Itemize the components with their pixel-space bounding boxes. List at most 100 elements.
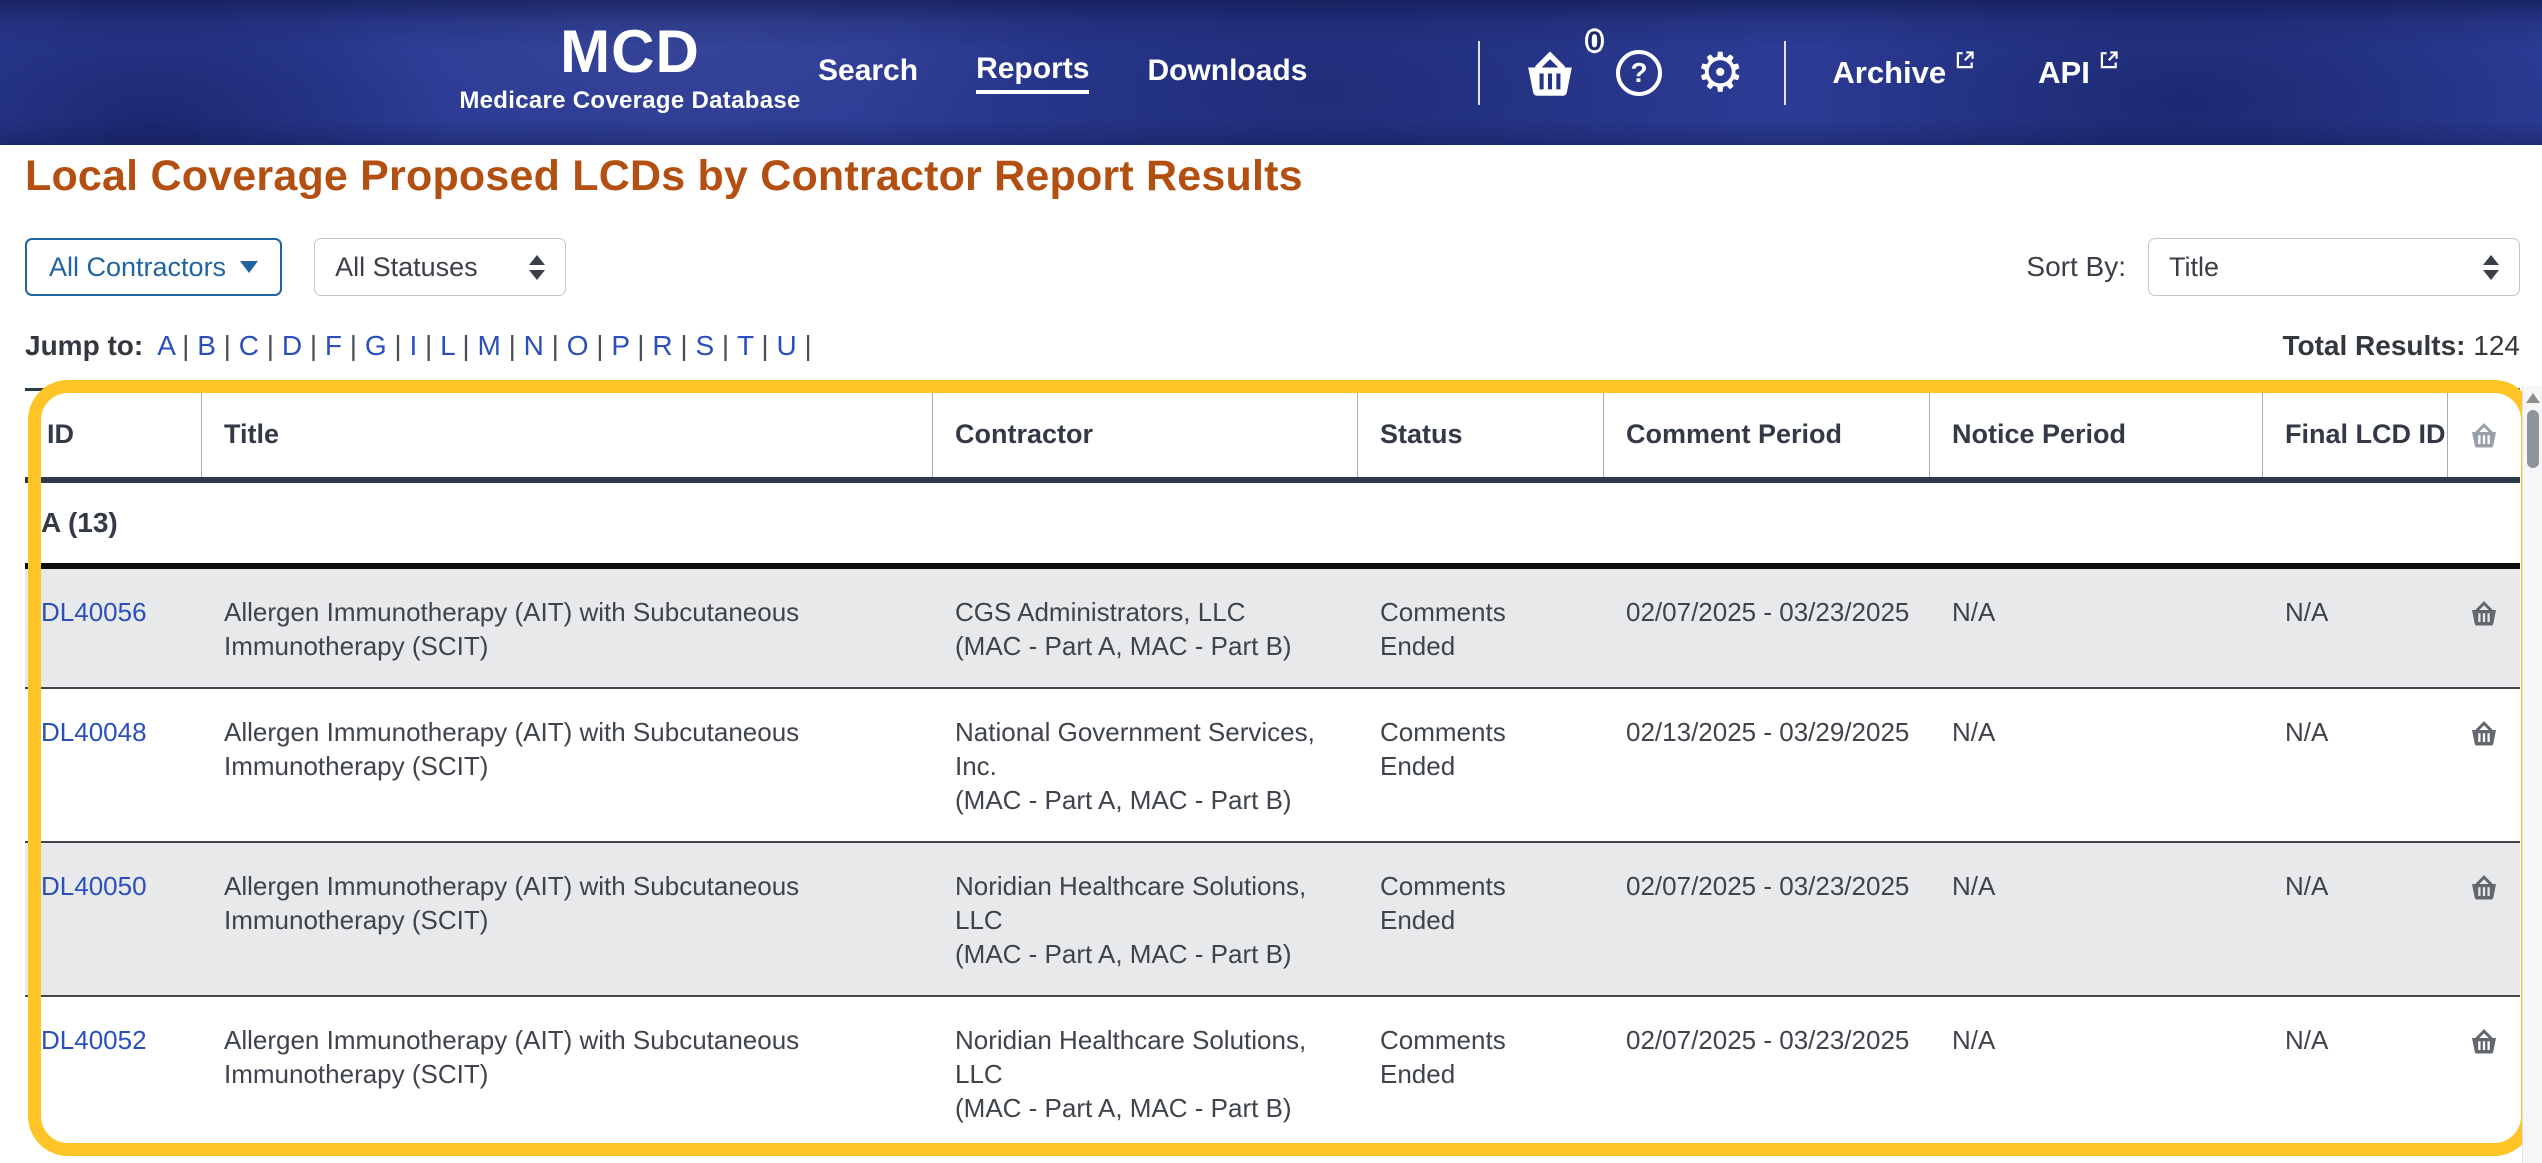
basket-count-badge: 0	[1586, 25, 1602, 56]
basket-icon	[2472, 1029, 2496, 1054]
results-table: ID Title Contractor Status Comment Perio…	[25, 392, 2520, 1149]
jump-letter-p[interactable]: P	[611, 330, 652, 362]
statuses-select[interactable]: All Statuses	[314, 238, 567, 296]
basket-button[interactable]: 0	[1522, 26, 1602, 98]
total-results-label: Total Results:	[2282, 330, 2466, 361]
jump-row: Jump to: A B C D F G I L M N O P R S T U…	[25, 330, 2520, 362]
contractors-filter-button[interactable]: All Contractors	[25, 238, 283, 296]
table-row: DL40048 Allergen Immunotherapy (AIT) wit…	[25, 689, 2520, 843]
cell-final-lcd-id: N/A	[2285, 717, 2329, 747]
jump-letter-a[interactable]: A	[157, 330, 197, 362]
cell-status: Comments Ended	[1380, 597, 1506, 661]
lcd-id-link[interactable]: DL40048	[41, 717, 147, 747]
logo-tagline: Medicare Coverage Database	[459, 87, 801, 114]
sort-select[interactable]: Title	[2148, 238, 2520, 296]
cell-final-lcd-id: N/A	[2285, 1025, 2329, 1055]
sort-select-value: Title	[2169, 251, 2220, 282]
cell-id: DL40052	[25, 997, 202, 1149]
jump-letter-s[interactable]: S	[695, 330, 737, 362]
gear-icon[interactable]: ⚙	[1696, 40, 1745, 104]
column-header-final-lcd-id: Final LCD ID	[2263, 392, 2448, 477]
column-header-contractor: Contractor	[933, 392, 1358, 477]
cell-title: Allergen Immunotherapy (AIT) with Subcut…	[224, 871, 800, 935]
cell-comment-period: 02/07/2025 - 03/23/2025	[1626, 1025, 1910, 1055]
api-label: API	[2038, 54, 2090, 90]
nav-downloads[interactable]: Downloads	[1147, 53, 1308, 87]
table-row: DL40052 Allergen Immunotherapy (AIT) wit…	[25, 997, 2520, 1149]
cell-comment-period: 02/07/2025 - 03/23/2025	[1626, 871, 1910, 901]
basket-icon	[2472, 875, 2496, 900]
scrollbar-thumb[interactable]	[2527, 410, 2539, 468]
contractor-name: National Government Services, Inc.	[955, 717, 1315, 781]
help-icon[interactable]: ?	[1616, 49, 1662, 96]
main-nav: Search Reports Downloads	[818, 0, 1307, 145]
basket-icon	[2472, 601, 2496, 626]
cell-comment-period: 02/07/2025 - 03/23/2025	[1626, 597, 1910, 627]
logo-text: MCD	[560, 18, 700, 85]
jump-letter-f[interactable]: F	[325, 330, 365, 362]
column-header-comment-period: Comment Period	[1604, 392, 1930, 477]
api-link[interactable]: API	[2038, 50, 2120, 91]
cell-title: Allergen Immunotherapy (AIT) with Subcut…	[224, 717, 800, 781]
jump-letter-i[interactable]: I	[409, 330, 440, 362]
add-to-basket-button[interactable]	[2448, 689, 2520, 841]
caret-down-icon	[240, 261, 259, 273]
cell-contractor: Noridian Healthcare Solutions, LLC (MAC …	[933, 843, 1358, 995]
header-icons: 0 ? ⚙ Archive API	[1478, 0, 2120, 145]
jump-letter-c[interactable]: C	[239, 330, 282, 362]
column-header-notice-period: Notice Period	[1930, 392, 2263, 477]
contractor-name: Noridian Healthcare Solutions, LLC	[955, 1025, 1307, 1089]
jump-letter-d[interactable]: D	[282, 330, 325, 362]
add-to-basket-button[interactable]	[2448, 843, 2520, 995]
scrollbar-up-icon[interactable]	[2526, 393, 2540, 403]
jump-letter-m[interactable]: M	[477, 330, 523, 362]
add-to-basket-button[interactable]	[2448, 569, 2520, 687]
cell-status: Comments Ended	[1380, 871, 1506, 935]
column-header-basket[interactable]	[2448, 392, 2520, 477]
contractor-name: CGS Administrators, LLC	[955, 597, 1246, 627]
jump-letter-o[interactable]: O	[567, 330, 612, 362]
jump-letter-t[interactable]: T	[737, 330, 776, 362]
contractors-filter-label: All Contractors	[49, 251, 227, 282]
cell-id: DL40056	[25, 569, 202, 687]
contractor-type: (MAC - Part A, MAC - Part B)	[955, 785, 1292, 815]
external-link-icon	[1956, 50, 1974, 68]
table-row: DL40050 Allergen Immunotherapy (AIT) wit…	[25, 843, 2520, 997]
total-results: Total Results: 124	[2282, 330, 2520, 362]
contractor-type: (MAC - Part A, MAC - Part B)	[955, 939, 1292, 969]
jump-letter-r[interactable]: R	[652, 330, 695, 362]
page-title: Local Coverage Proposed LCDs by Contract…	[25, 152, 1303, 200]
cell-contractor: CGS Administrators, LLC (MAC - Part A, M…	[933, 569, 1358, 687]
group-header-a: A (13)	[25, 483, 2520, 569]
contractor-name: Noridian Healthcare Solutions, LLC	[955, 871, 1307, 935]
lcd-id-link[interactable]: DL40052	[41, 1025, 147, 1055]
jump-to-label: Jump to:	[25, 330, 144, 361]
jump-letter-n[interactable]: N	[524, 330, 567, 362]
jump-letter-g[interactable]: G	[365, 330, 410, 362]
statuses-select-value: All Statuses	[335, 251, 478, 282]
column-header-status: Status	[1358, 392, 1604, 477]
nav-search[interactable]: Search	[818, 53, 919, 87]
lcd-id-link[interactable]: DL40056	[41, 597, 147, 627]
mcd-logo[interactable]: MCD Medicare Coverage Database	[455, 20, 805, 115]
cell-notice-period: N/A	[1952, 871, 1996, 901]
lcd-id-link[interactable]: DL40050	[41, 871, 147, 901]
jump-letter-b[interactable]: B	[197, 330, 239, 362]
contractor-type: (MAC - Part A, MAC - Part B)	[955, 631, 1292, 661]
add-to-basket-button[interactable]	[2448, 997, 2520, 1149]
table-row: DL40056 Allergen Immunotherapy (AIT) wit…	[25, 569, 2520, 689]
nav-reports[interactable]: Reports	[976, 52, 1090, 94]
cell-notice-period: N/A	[1952, 717, 1996, 747]
header-divider	[1478, 40, 1480, 105]
jump-letter-u[interactable]: U	[776, 330, 819, 362]
contractor-type: (MAC - Part A, MAC - Part B)	[955, 1093, 1292, 1123]
sort-by-label: Sort By:	[2026, 251, 2126, 282]
header-divider	[1784, 40, 1787, 105]
jump-letter-l[interactable]: L	[440, 330, 477, 362]
basket-icon	[2472, 721, 2496, 746]
cell-id: DL40048	[25, 689, 202, 841]
archive-link[interactable]: Archive	[1832, 50, 1976, 91]
external-link-icon	[2100, 50, 2118, 68]
scrollbar[interactable]	[2522, 386, 2542, 1163]
